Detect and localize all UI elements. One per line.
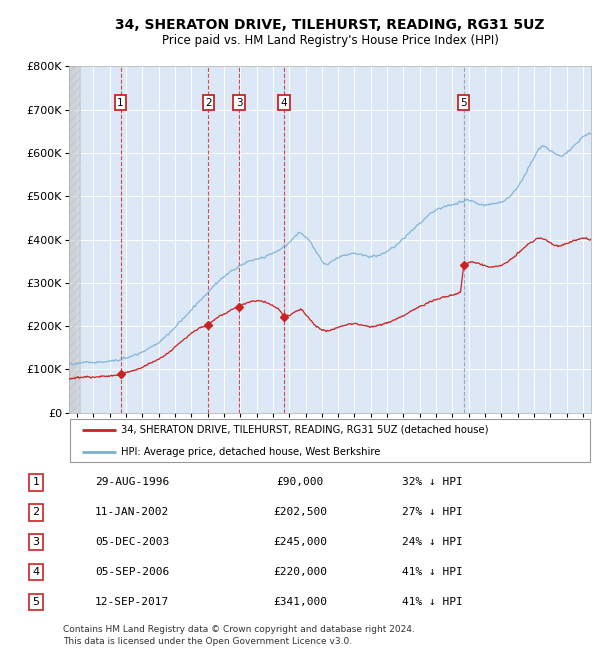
Text: 29-AUG-1996: 29-AUG-1996 [95, 478, 169, 488]
Text: HPI: Average price, detached house, West Berkshire: HPI: Average price, detached house, West… [121, 447, 380, 457]
Text: £90,000: £90,000 [277, 478, 323, 488]
Text: 32% ↓ HPI: 32% ↓ HPI [401, 478, 463, 488]
Text: 3: 3 [32, 538, 40, 547]
Text: 05-SEP-2006: 05-SEP-2006 [95, 567, 169, 577]
Text: 5: 5 [32, 597, 40, 607]
Text: £341,000: £341,000 [273, 597, 327, 607]
Text: 12-SEP-2017: 12-SEP-2017 [95, 597, 169, 607]
Text: 1: 1 [117, 98, 124, 108]
Text: Contains HM Land Registry data © Crown copyright and database right 2024.
This d: Contains HM Land Registry data © Crown c… [63, 625, 415, 647]
Text: 41% ↓ HPI: 41% ↓ HPI [401, 567, 463, 577]
Text: 1: 1 [32, 478, 40, 488]
Text: 34, SHERATON DRIVE, TILEHURST, READING, RG31 5UZ: 34, SHERATON DRIVE, TILEHURST, READING, … [115, 18, 545, 32]
Text: 41% ↓ HPI: 41% ↓ HPI [401, 597, 463, 607]
Text: 2: 2 [32, 508, 40, 517]
Text: £245,000: £245,000 [273, 538, 327, 547]
Text: 24% ↓ HPI: 24% ↓ HPI [401, 538, 463, 547]
Text: 27% ↓ HPI: 27% ↓ HPI [401, 508, 463, 517]
Text: Price paid vs. HM Land Registry's House Price Index (HPI): Price paid vs. HM Land Registry's House … [161, 34, 499, 47]
FancyBboxPatch shape [70, 419, 590, 462]
Bar [69, 66, 81, 413]
Text: 3: 3 [236, 98, 242, 108]
Text: 05-DEC-2003: 05-DEC-2003 [95, 538, 169, 547]
Text: £202,500: £202,500 [273, 508, 327, 517]
Text: 4: 4 [32, 567, 40, 577]
Text: 11-JAN-2002: 11-JAN-2002 [95, 508, 169, 517]
Text: £220,000: £220,000 [273, 567, 327, 577]
Text: 5: 5 [460, 98, 467, 108]
Text: 2: 2 [205, 98, 211, 108]
Text: 4: 4 [281, 98, 287, 108]
Text: 34, SHERATON DRIVE, TILEHURST, READING, RG31 5UZ (detached house): 34, SHERATON DRIVE, TILEHURST, READING, … [121, 424, 488, 435]
